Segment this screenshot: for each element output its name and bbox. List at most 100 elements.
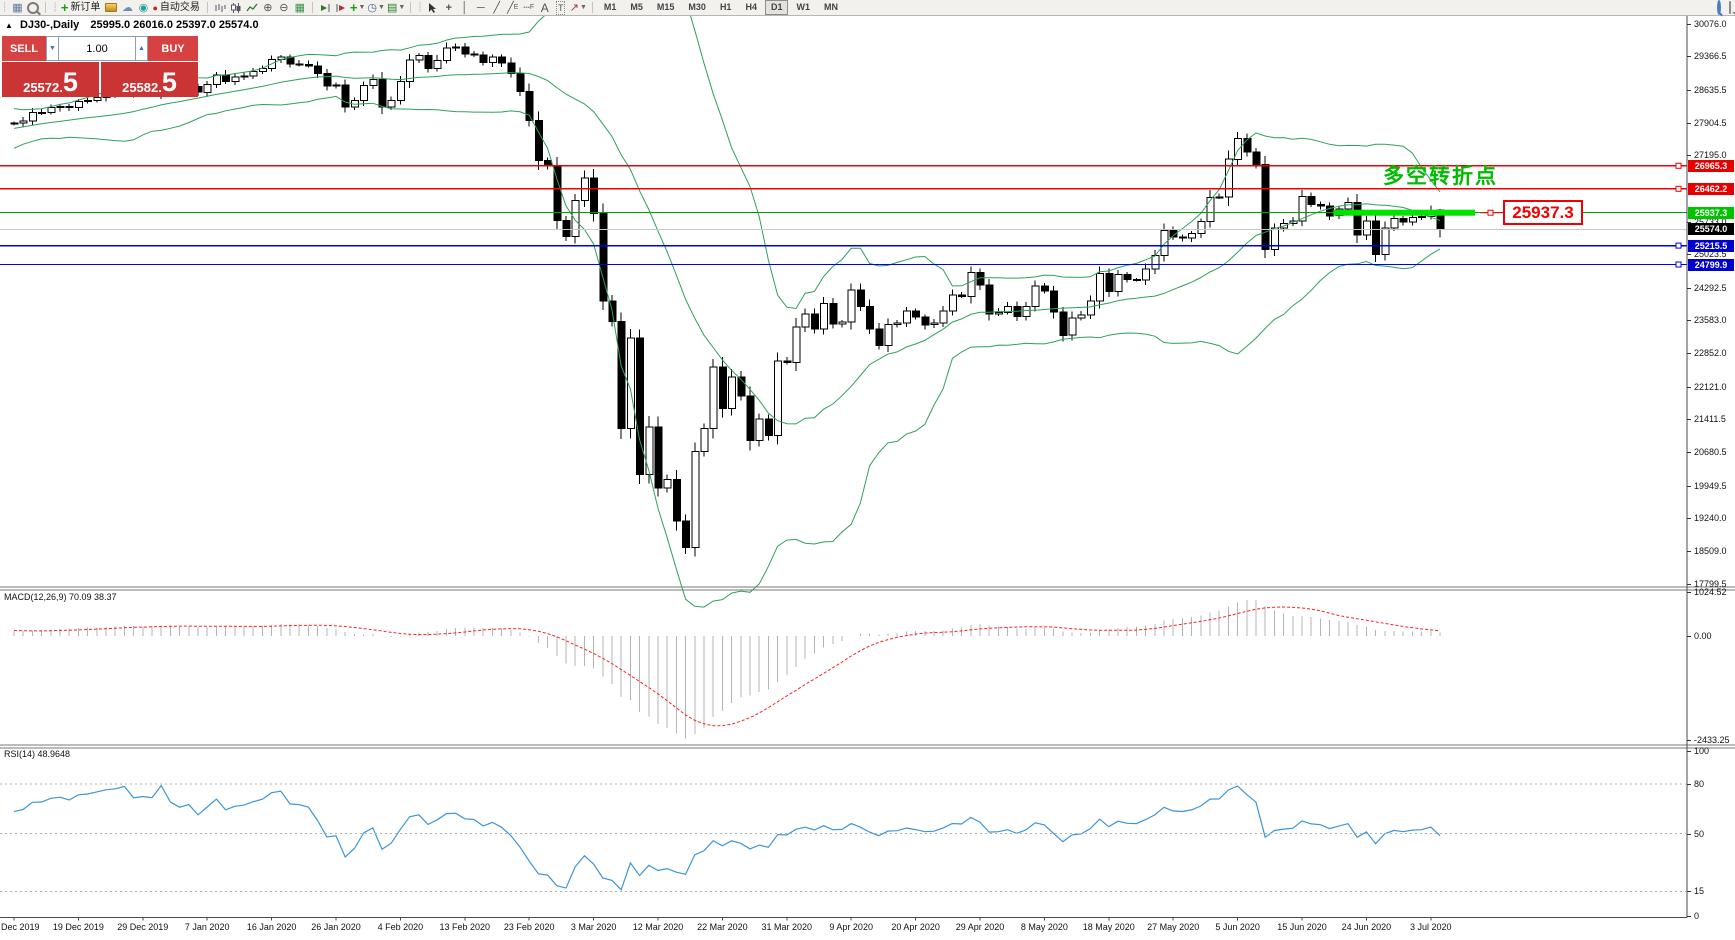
- sell-button[interactable]: SELL: [2, 36, 46, 61]
- volume-up-stepper[interactable]: ▲: [135, 36, 148, 61]
- macd-tick: 0.00: [1694, 630, 1712, 641]
- zoom-out-icon[interactable]: ⊖: [279, 1, 289, 14]
- macd-tick: -2433.25: [1694, 735, 1730, 745]
- time-axis-label: 4 Feb 2020: [377, 922, 424, 932]
- time-axis-label: 27 May 2020: [1147, 922, 1200, 932]
- buy-price-main: 25582.: [122, 80, 162, 95]
- text-annotation[interactable]: 多空转折点: [1383, 165, 1498, 188]
- rsi-line: [13, 784, 1441, 891]
- rsi-tick-dash: [1687, 891, 1691, 893]
- plus-icon: +: [349, 0, 358, 15]
- autotrading-button[interactable]: ● 自动交易: [152, 1, 201, 14]
- bollinger-middle-band: [13, 72, 1441, 425]
- time-axis-label: 8 May 2020: [1020, 922, 1068, 932]
- buy-price-display[interactable]: 25582. 5: [101, 62, 198, 97]
- new-order-label: 新订单: [70, 1, 101, 13]
- sell-price-display[interactable]: 25572. 5: [2, 62, 99, 97]
- timeframe-m15[interactable]: M15: [656, 2, 675, 12]
- arrows-icon[interactable]: ↗ ▼: [569, 1, 587, 14]
- time-axis-label: 3 Mar 2020: [570, 922, 617, 932]
- timeframe-m1[interactable]: M1: [603, 2, 617, 12]
- horizontal-line-icon[interactable]: ─: [476, 1, 485, 14]
- price-tick: 25733.0: [1694, 217, 1727, 227]
- trend-segment[interactable]: [1333, 209, 1475, 216]
- new-order-button[interactable]: + 新订单: [61, 1, 103, 14]
- auto-scroll-icon[interactable]: [318, 1, 332, 14]
- price-axis[interactable]: 30076.0 29366.5 28635.5 27904.5 27195.0 25733…: [1687, 15, 1735, 921]
- signals-icon[interactable]: ◉: [138, 1, 149, 14]
- time-axis-label: 20 Apr 2020: [891, 922, 940, 932]
- trade-panel-prices: 25572. 5 25582. 5: [2, 62, 198, 97]
- price-tick: 18509.0: [1694, 546, 1727, 557]
- timeframe-m5[interactable]: M5: [630, 2, 643, 12]
- cursor-icon[interactable]: [426, 1, 440, 14]
- templates-icon[interactable]: ▤ ▼: [386, 1, 406, 14]
- macd-histogram: [13, 600, 1441, 739]
- timeframe-mn[interactable]: MN: [823, 2, 838, 12]
- price-callout-box[interactable]: 25937.3: [1503, 200, 1583, 225]
- equidistant-channel-icon[interactable]: ╱ E: [507, 1, 519, 14]
- level-line-handle[interactable]: [1675, 261, 1682, 268]
- chart-shift-icon[interactable]: [334, 1, 348, 14]
- toolbar-separator: [410, 2, 412, 13]
- symbol-period-label: DJ30-,Daily: [19, 19, 80, 31]
- line-chart-icon[interactable]: [245, 1, 259, 14]
- chevron-down-icon: ▼: [378, 3, 385, 11]
- price-tick: 20680.5: [1694, 447, 1727, 458]
- volume-input[interactable]: [59, 36, 135, 61]
- bar-chart-icon[interactable]: [213, 1, 227, 14]
- tile-windows-icon[interactable]: ▦: [294, 1, 306, 14]
- buy-button[interactable]: BUY: [148, 36, 198, 61]
- callout-anchor-handle[interactable]: [1487, 209, 1494, 216]
- timeframe-h4[interactable]: H4: [745, 2, 757, 12]
- timeframe-m30[interactable]: M30: [688, 2, 706, 12]
- level-line-handle[interactable]: [1675, 242, 1682, 249]
- chat-icon[interactable]: [1729, 1, 1731, 14]
- macd-signal-line: [13, 606, 1441, 727]
- search-icon[interactable]: [1717, 0, 1721, 15]
- time-axis-label: 3 Jul 2020: [1410, 922, 1452, 932]
- new-chart-icon[interactable]: ▦: [12, 1, 23, 14]
- price-tick-dash: [1687, 89, 1691, 91]
- ohlc-values: 25995.0 26016.0 25397.0 25574.0: [90, 19, 259, 31]
- timeframe-w1[interactable]: W1: [796, 2, 810, 12]
- price-tick-dash: [1687, 419, 1691, 421]
- price-tick: 29366.5: [1694, 51, 1727, 62]
- history-center-icon[interactable]: [104, 1, 118, 14]
- cloud-sync-icon[interactable]: ☁: [121, 1, 133, 14]
- price-tick: 19240.0: [1694, 513, 1727, 524]
- time-axis[interactable]: 10 Dec 2019 19 Dec 2019 29 Dec 2019 7 Jan 2…: [0, 919, 1687, 940]
- timeframe-h1[interactable]: H1: [719, 2, 732, 12]
- rsi-tick: 0: [1694, 911, 1700, 921]
- print-preview-icon[interactable]: [26, 1, 40, 14]
- magnifier-glyph: [27, 1, 40, 14]
- text-label-icon[interactable]: T: [554, 0, 568, 15]
- price-tag-25937.3: 25937.3: [1688, 206, 1734, 219]
- candles-group: [10, 42, 1445, 557]
- chart-title: ▲ DJ30-,Daily 25995.0 26016.0 25397.0 25…: [5, 19, 259, 31]
- price-tag-25574.0: 25574.0: [1688, 223, 1734, 236]
- time-axis-label: 5 Jun 2020: [1215, 922, 1260, 932]
- price-tag-26965.3: 26965.3: [1688, 159, 1734, 172]
- timeframe-d1[interactable]: D1: [764, 0, 789, 15]
- price-tick-dash: [1687, 386, 1691, 388]
- crosshair-icon[interactable]: +: [445, 1, 452, 14]
- vertical-line-icon[interactable]: │: [461, 1, 469, 14]
- level-line-handle[interactable]: [1675, 185, 1682, 192]
- price-tick-dash: [1687, 222, 1691, 223]
- time-axis-label: 10 Dec 2019: [0, 922, 40, 932]
- text-icon[interactable]: A: [540, 0, 549, 15]
- fibonacci-icon[interactable]: ┄ F: [523, 1, 535, 14]
- autotrading-dot-icon: ●: [152, 2, 158, 13]
- zoom-in-icon[interactable]: ⊕: [263, 1, 273, 14]
- volume-down-stepper[interactable]: ▼: [46, 36, 59, 61]
- level-line-handle[interactable]: [1675, 162, 1682, 169]
- trendline-icon[interactable]: ╱: [493, 1, 501, 14]
- add-indicator-icon[interactable]: + ▼: [350, 1, 366, 14]
- rsi-tick-dash: [1687, 751, 1691, 752]
- periods-icon[interactable]: ◷ ▼: [367, 1, 385, 14]
- collapse-triangle-icon[interactable]: ▲: [5, 21, 13, 30]
- candlestick-chart-icon[interactable]: [229, 1, 243, 14]
